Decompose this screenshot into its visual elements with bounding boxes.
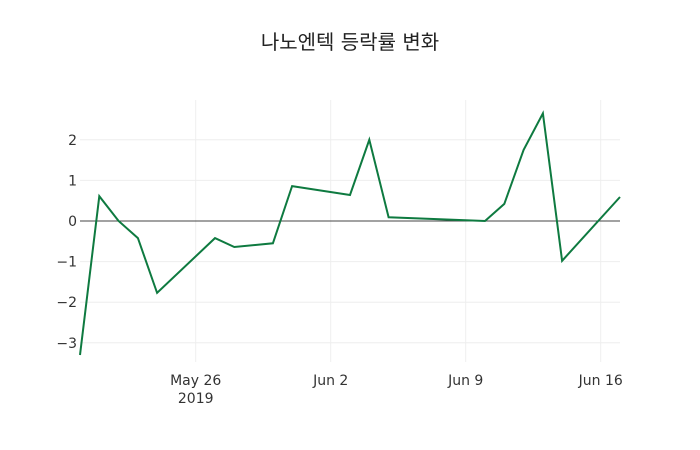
- x-tick-label: Jun 9: [447, 373, 483, 389]
- y-tick-label: −3: [56, 336, 77, 352]
- y-tick-label: 0: [68, 214, 77, 230]
- x-axis-ticks: May 26 2019 Jun 2 Jun 9 Jun 16: [170, 373, 623, 407]
- y-axis-ticks: 2 1 0 −1 −2 −3: [56, 133, 77, 352]
- x-tick-label: Jun 2: [312, 373, 348, 389]
- series-line: [79, 110, 621, 356]
- x-tick-year-label: 2019: [178, 391, 214, 407]
- y-tick-label: 1: [68, 173, 77, 189]
- y-tick-label: 2: [68, 133, 77, 149]
- chart-title: 나노엔텍 등락률 변화: [261, 30, 439, 54]
- x-gridlines: [195, 100, 602, 362]
- x-tick-label: Jun 16: [578, 373, 623, 389]
- plot-area: [79, 110, 621, 356]
- x-tick-label: May 26: [170, 373, 221, 389]
- y-tick-label: −2: [56, 295, 77, 311]
- y-tick-label: −1: [56, 255, 77, 271]
